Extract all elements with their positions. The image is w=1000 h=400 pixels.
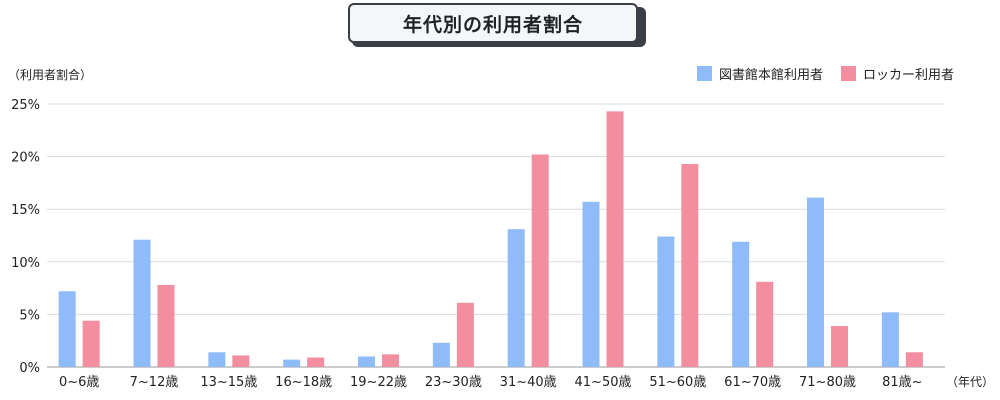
legend-swatch-locker (840, 66, 856, 81)
bar-library (807, 197, 825, 367)
bar-library (657, 236, 675, 367)
legend: 図書館本館利用者 ロッカー利用者 (696, 64, 954, 83)
legend-label-locker: ロッカー利用者 (862, 68, 954, 83)
y-tick-label: 25% (11, 98, 40, 113)
y-tick-label: 15% (11, 203, 40, 218)
x-tick-label: 7~12歳 (130, 375, 179, 390)
bar-library (582, 201, 600, 367)
bar-locker (232, 355, 250, 367)
y-tick-label: 5% (19, 308, 40, 323)
y-tick-label: 10% (11, 256, 40, 271)
x-tick-label: 16~18歳 (275, 375, 332, 390)
bar-locker (905, 352, 923, 367)
bar-locker (382, 354, 400, 367)
bar-library (133, 239, 151, 367)
bar-library (881, 312, 899, 367)
bar-library (283, 359, 301, 367)
x-tick-label: 13~15歳 (200, 375, 257, 390)
legend-item-library: 図書館本館利用者 (696, 64, 823, 83)
bar-locker (531, 154, 549, 367)
x-tick-label: 19~22歳 (350, 375, 407, 390)
legend-label-library: 図書館本館利用者 (718, 68, 823, 83)
bar-library (58, 291, 76, 367)
x-tick-label: 81歳~ (882, 375, 922, 390)
bar-library (208, 352, 226, 367)
x-tick-label: 31~40歳 (500, 375, 557, 390)
bar-locker (831, 325, 849, 367)
bar-locker (157, 284, 175, 367)
x-axis-label: （年代） (946, 375, 994, 389)
bar-locker (756, 281, 774, 367)
x-tick-label: 0~6歳 (59, 375, 99, 390)
bar-library (358, 356, 376, 367)
legend-item-locker: ロッカー利用者 (840, 64, 954, 83)
chart-title: 年代別の利用者割合 (348, 3, 638, 43)
bar-locker (82, 320, 100, 367)
y-tick-label: 0% (19, 361, 40, 376)
x-tick-label: 71~80歳 (799, 375, 856, 390)
bar-locker (307, 357, 325, 367)
x-tick-label: 61~70歳 (724, 375, 781, 390)
x-tick-label: 51~60歳 (649, 375, 706, 390)
bar-locker (456, 302, 474, 367)
bar-library (432, 342, 450, 367)
legend-swatch-library (696, 66, 712, 81)
y-axis-label: （利用者割合） (8, 67, 92, 82)
bar-library (507, 229, 525, 367)
bar-library (732, 241, 750, 367)
x-tick-label: 41~50歳 (575, 375, 632, 390)
bar-locker (606, 111, 624, 367)
y-tick-label: 20% (11, 151, 40, 166)
chart-title-badge: 年代別の利用者割合 (348, 3, 648, 47)
bar-locker (681, 163, 699, 367)
x-tick-label: 23~30歳 (425, 375, 482, 390)
